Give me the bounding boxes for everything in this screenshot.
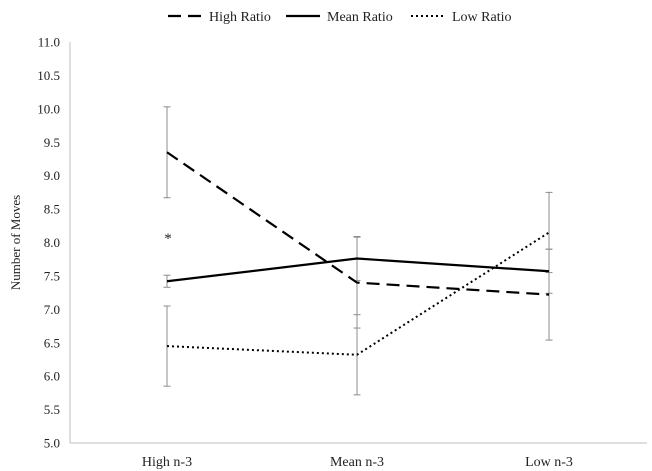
y-tick-label: 6.5 — [44, 335, 60, 350]
y-tick-label: 5.0 — [44, 436, 60, 451]
y-axis: 5.0 5.5 6.0 6.5 7.0 7.5 8.0 8.5 9.0 9.5 10.0 10.5 11… — [8, 35, 71, 451]
error-bar-mean-ratio — [163, 274, 171, 288]
legend-item-high-ratio: High Ratio — [168, 10, 271, 25]
series-line-mean-ratio — [166, 257, 550, 283]
legend-label: Mean Ratio — [327, 10, 393, 25]
significance-marker: * — [164, 231, 172, 247]
annotations: * — [164, 231, 172, 247]
y-tick-label: 10.0 — [37, 101, 60, 116]
legend-label: High Ratio — [209, 10, 271, 25]
y-tick-label: 9.0 — [44, 168, 60, 183]
y-tick-label: 7.5 — [44, 268, 60, 283]
y-axis-label: Number of Moves — [8, 195, 23, 290]
x-tick-label: High n-3 — [142, 455, 192, 470]
x-tick-label: Mean n-3 — [330, 455, 384, 470]
y-tick-label: 8.0 — [44, 235, 60, 250]
legend-label: Low Ratio — [452, 10, 512, 25]
y-tick-label: 11.0 — [38, 35, 60, 50]
y-tick-label: 6.0 — [44, 369, 60, 384]
y-tick-label: 7.0 — [44, 302, 60, 317]
x-tick-label: Low n-3 — [525, 455, 573, 470]
series-lines — [166, 151, 550, 356]
error-bar-low-ratio — [545, 191, 553, 274]
x-axis: High n-3 Mean n-3 Low n-3 — [70, 442, 647, 470]
legend-item-low-ratio: Low Ratio — [411, 10, 512, 25]
legend-item-mean-ratio: Mean Ratio — [286, 10, 393, 25]
error-bars — [163, 106, 553, 396]
y-tick-label: 9.5 — [44, 135, 60, 150]
series-line-low-ratio — [166, 231, 550, 356]
y-tick-label: 5.5 — [44, 402, 60, 417]
y-tick-label: 10.5 — [37, 68, 60, 83]
y-tick-label: 8.5 — [44, 202, 60, 217]
series-line-high-ratio — [166, 151, 550, 296]
legend: High Ratio Mean Ratio Low Ratio — [168, 10, 512, 25]
error-bar-high-ratio — [163, 106, 171, 199]
